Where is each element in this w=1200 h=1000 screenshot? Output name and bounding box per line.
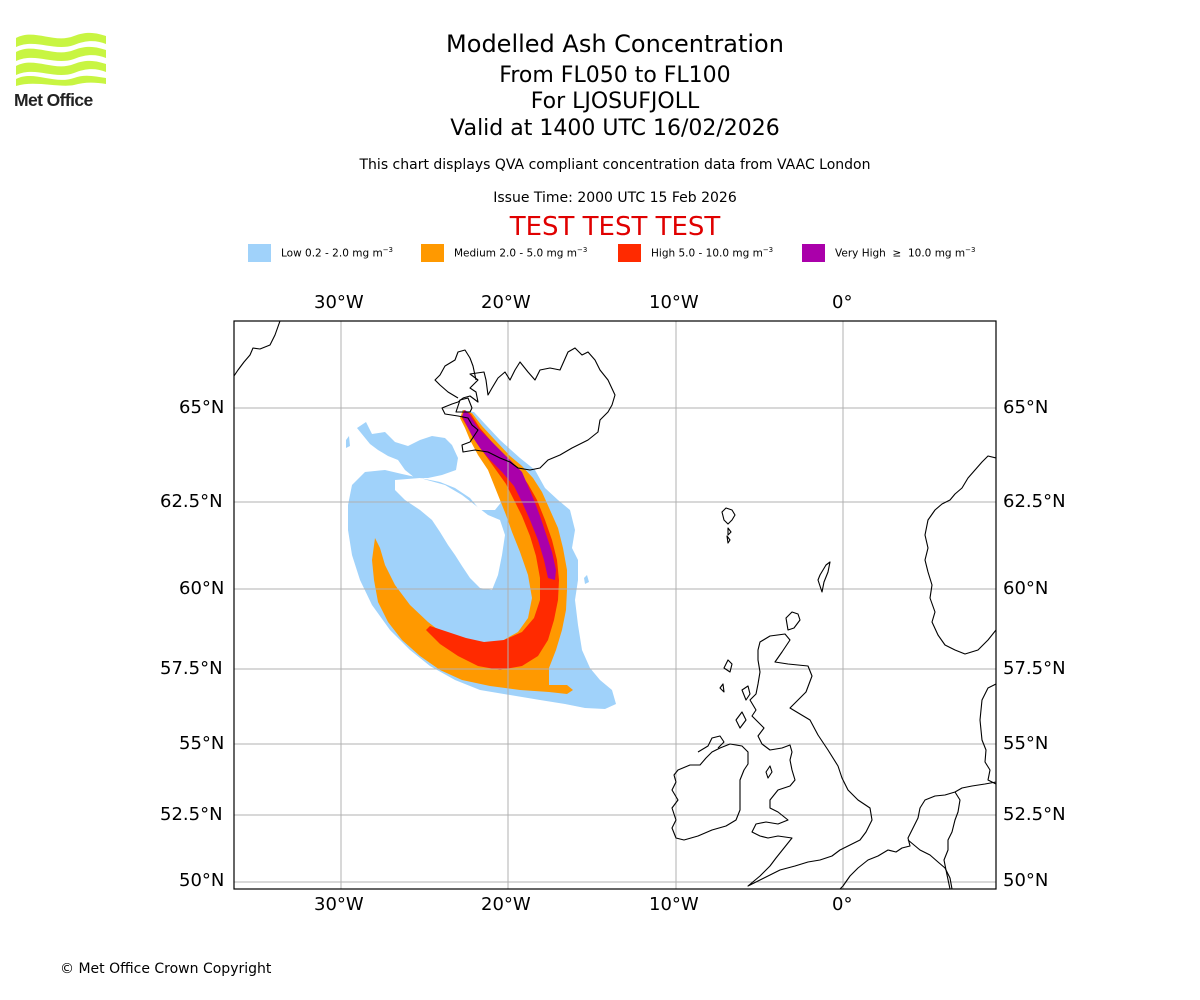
- lat-tick-left-52-5n: 52.5°N: [160, 804, 223, 825]
- coastlines: [234, 321, 996, 889]
- legend-swatch-low: [248, 244, 271, 262]
- coast-belgium-border: [907, 839, 953, 889]
- coast-greenland: [234, 321, 281, 377]
- coast-orkney: [785, 611, 801, 631]
- coast-ireland-north: [697, 735, 725, 753]
- legend-label-very-high: Very High ≥ 10.0 mg m−3: [835, 246, 976, 260]
- coast-iceland-volcano: [455, 397, 473, 413]
- valid-time: Valid at 1400 UTC 16/02/2026: [450, 116, 780, 141]
- logo-text: Met Office: [14, 90, 93, 110]
- lon-tick-bottom-20w: 20°W: [481, 894, 531, 915]
- coast-iceland-nw: [434, 349, 477, 399]
- volcano-name: For LJOSUFJOLL: [530, 89, 700, 114]
- copyright-notice: © Met Office Crown Copyright: [60, 961, 272, 977]
- legend-label-medium: Medium 2.0 - 5.0 mg m−3: [454, 246, 588, 260]
- legend-item-low: Low 0.2 - 2.0 mg m−3: [248, 244, 393, 262]
- coast-netherlands: [839, 781, 996, 889]
- lat-tick-left-57-5n: 57.5°N: [160, 658, 223, 679]
- coast-isle-of-man: [765, 765, 773, 779]
- gridlines: [234, 321, 996, 889]
- chart-description: This chart displays QVA compliant concen…: [359, 157, 871, 173]
- lon-tick-top-30w: 30°W: [314, 292, 364, 313]
- ash-low-gaps: [395, 478, 505, 590]
- legend-swatch-very-high: [802, 244, 825, 262]
- lat-tick-right-65n: 65°N: [1003, 397, 1049, 418]
- lat-tick-right-50n: 50°N: [1003, 870, 1049, 891]
- met-office-waves-icon: [16, 32, 106, 86]
- test-banner: TEST TEST TEST: [509, 212, 721, 242]
- lon-tick-bottom-10w: 10°W: [649, 894, 699, 915]
- lon-tick-top-10w: 10°W: [649, 292, 699, 313]
- coast-faroe: [721, 507, 736, 544]
- lat-tick-right-57-5n: 57.5°N: [1003, 658, 1066, 679]
- chart-title: Modelled Ash Concentration: [446, 30, 784, 58]
- legend: Low 0.2 - 2.0 mg m−3 Medium 2.0 - 5.0 mg…: [248, 244, 1008, 264]
- legend-item-medium: Medium 2.0 - 5.0 mg m−3: [421, 244, 587, 262]
- lat-tick-right-62-5n: 62.5°N: [1003, 491, 1066, 512]
- legend-label-high: High 5.0 - 10.0 mg m−3: [651, 246, 774, 260]
- coast-ireland: [671, 743, 749, 841]
- coast-norway: [924, 455, 996, 655]
- lat-tick-left-55n: 55°N: [179, 733, 225, 754]
- lat-tick-left-50n: 50°N: [179, 870, 225, 891]
- lon-tick-bottom-30w: 30°W: [314, 894, 364, 915]
- lat-tick-left-65n: 65°N: [179, 397, 225, 418]
- coast-hebrides: [719, 659, 751, 729]
- lat-tick-right-60n: 60°N: [1003, 578, 1049, 599]
- legend-label-low: Low 0.2 - 2.0 mg m−3: [281, 246, 394, 260]
- map-frame: [233, 320, 997, 890]
- lat-tick-right-55n: 55°N: [1003, 733, 1049, 754]
- coast-germany-border: [943, 791, 961, 889]
- coast-iceland: [441, 347, 616, 471]
- coast-denmark: [979, 683, 996, 785]
- legend-item-very-high: Very High ≥ 10.0 mg m−3: [802, 244, 975, 262]
- flight-level-range: From FL050 to FL100: [499, 63, 731, 88]
- legend-item-high: High 5.0 - 10.0 mg m−3: [618, 244, 773, 262]
- met-office-logo: Met Office: [14, 30, 109, 112]
- lat-tick-left-60n: 60°N: [179, 578, 225, 599]
- lat-tick-right-52-5n: 52.5°N: [1003, 804, 1066, 825]
- lon-tick-bottom-0: 0°: [832, 894, 853, 915]
- legend-swatch-medium: [421, 244, 444, 262]
- lon-tick-top-0: 0°: [832, 292, 853, 313]
- legend-swatch-high: [618, 244, 641, 262]
- coast-shetland: [817, 561, 831, 593]
- coast-great-britain: [747, 633, 873, 887]
- lon-tick-top-20w: 20°W: [481, 292, 531, 313]
- issue-time: Issue Time: 2000 UTC 15 Feb 2026: [493, 190, 737, 206]
- lat-tick-left-62-5n: 62.5°N: [160, 491, 223, 512]
